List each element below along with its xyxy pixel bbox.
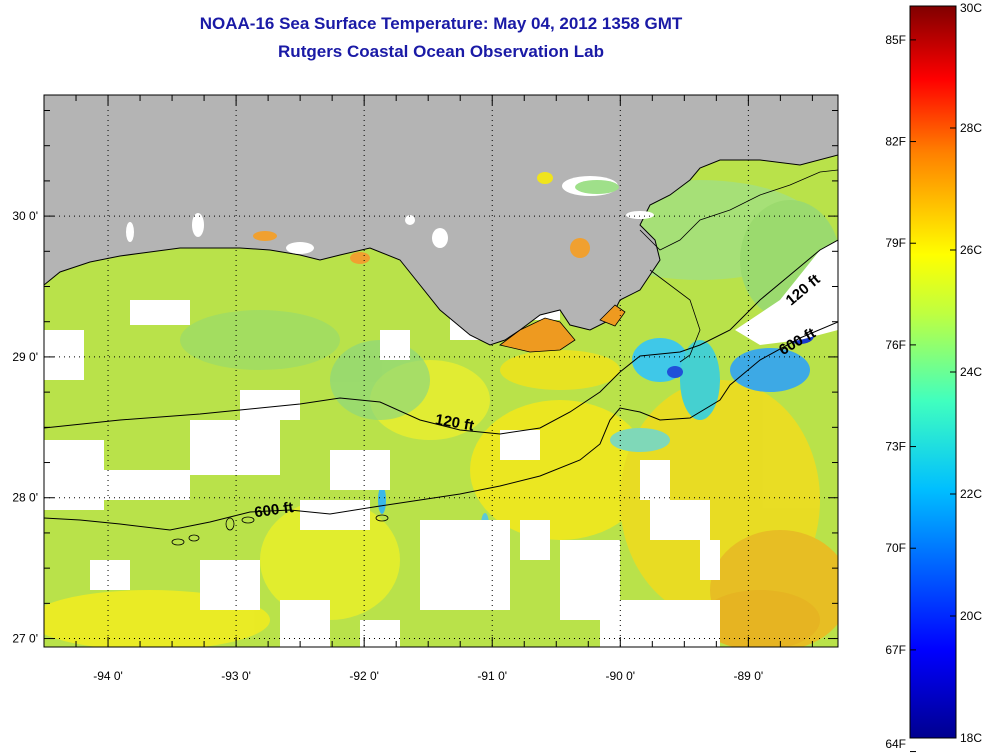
no-data-regions bbox=[44, 240, 838, 647]
grid-lines bbox=[44, 95, 838, 647]
longitude-tick-label: -92 0' bbox=[349, 669, 379, 683]
colorbar-c-label: 30C bbox=[960, 1, 982, 15]
contour-label: 600 ft bbox=[253, 499, 294, 521]
colorbar-ticks bbox=[910, 5, 956, 753]
axis-ticks bbox=[43, 95, 838, 647]
land-mass bbox=[44, 95, 838, 346]
colorbar-f-label: 64F bbox=[885, 737, 906, 751]
contour-label: 120 ft bbox=[434, 411, 476, 435]
colorbar-f-label: 76F bbox=[885, 338, 906, 352]
longitude-tick-label: -94 0' bbox=[93, 669, 123, 683]
map-frame bbox=[43, 94, 839, 648]
colorbar-f-label: 70F bbox=[885, 541, 906, 555]
isobath-600ft bbox=[44, 321, 838, 531]
colorbar-f-label: 85F bbox=[885, 33, 906, 47]
longitude-tick-label: -90 0' bbox=[605, 669, 635, 683]
colorbar-fahrenheit-labels: 64F 67F 70F 73F 76F 79F 82F 85F bbox=[885, 33, 906, 751]
map-title: NOAA-16 Sea Surface Temperature: May 04,… bbox=[199, 14, 683, 33]
latitude-tick-label: 30 0' bbox=[12, 209, 38, 223]
colorbar bbox=[909, 5, 957, 739]
colorbar-f-label: 73F bbox=[885, 440, 906, 454]
latitude-tick-label: 27 0' bbox=[12, 632, 38, 646]
latitude-tick-label: 29 0' bbox=[12, 350, 38, 364]
colorbar-c-label: 18C bbox=[960, 731, 982, 745]
colorbar-f-label: 67F bbox=[885, 643, 906, 657]
colorbar-c-label: 28C bbox=[960, 121, 982, 135]
colorbar-c-label: 20C bbox=[960, 609, 982, 623]
delta-coastline bbox=[649, 269, 701, 363]
latitude-tick-label: 28 0' bbox=[12, 491, 38, 505]
marsh-coastline bbox=[639, 169, 838, 251]
map-subtitle: Rutgers Coastal Ocean Observation Lab bbox=[278, 42, 604, 61]
longitude-tick-label: -89 0' bbox=[734, 669, 764, 683]
isobath-small-loops bbox=[171, 514, 389, 546]
longitude-labels: -94 0' -93 0' -92 0' -91 0' -90 0' -89 0' bbox=[93, 669, 763, 683]
colorbar-celsius-labels: 18C 20C 22C 24C 26C 28C 30C bbox=[960, 1, 982, 745]
inland-water bbox=[126, 172, 654, 353]
colorbar-f-label: 79F bbox=[885, 236, 906, 250]
colorbar-c-label: 22C bbox=[960, 487, 982, 501]
colorbar-f-label: 82F bbox=[885, 135, 906, 149]
longitude-tick-label: -93 0' bbox=[221, 669, 251, 683]
longitude-tick-label: -91 0' bbox=[477, 669, 507, 683]
colorbar-c-label: 26C bbox=[960, 243, 982, 257]
isobath-120ft bbox=[44, 239, 838, 435]
colorbar-c-label: 24C bbox=[960, 365, 982, 379]
latitude-labels: 27 0' 28 0' 29 0' 30 0' bbox=[12, 209, 38, 645]
